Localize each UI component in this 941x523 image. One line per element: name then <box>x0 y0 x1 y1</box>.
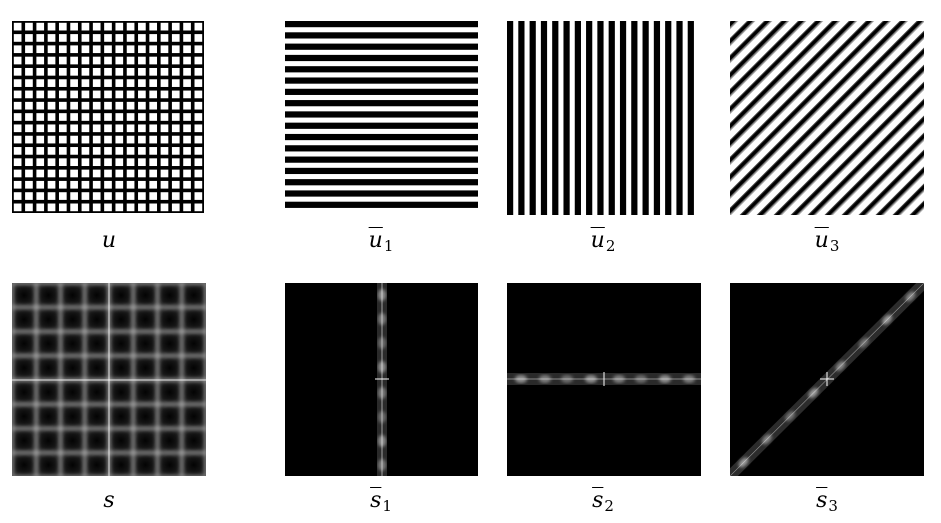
caption-u: u <box>101 228 117 253</box>
caption-s3: s3 <box>816 488 838 515</box>
image-s2-horizontal-spectrum <box>507 283 701 476</box>
image-u-checker-grid <box>12 21 204 213</box>
caption-s2: s2 <box>592 488 614 515</box>
caption-s: s <box>103 488 115 513</box>
image-s3-diagonal-spectrum <box>730 283 924 476</box>
image-u2-vertical-stripes <box>507 21 699 215</box>
caption-u3: u3 <box>814 228 840 255</box>
image-u1-horizontal-stripes <box>285 21 478 213</box>
image-s-spectrum-grid <box>12 283 206 476</box>
caption-u2: u2 <box>590 228 616 255</box>
caption-s1: s1 <box>370 488 392 515</box>
caption-u1: u1 <box>368 228 394 255</box>
image-u3-diagonal-stripes <box>730 21 924 215</box>
image-s1-vertical-spectrum <box>285 283 478 476</box>
